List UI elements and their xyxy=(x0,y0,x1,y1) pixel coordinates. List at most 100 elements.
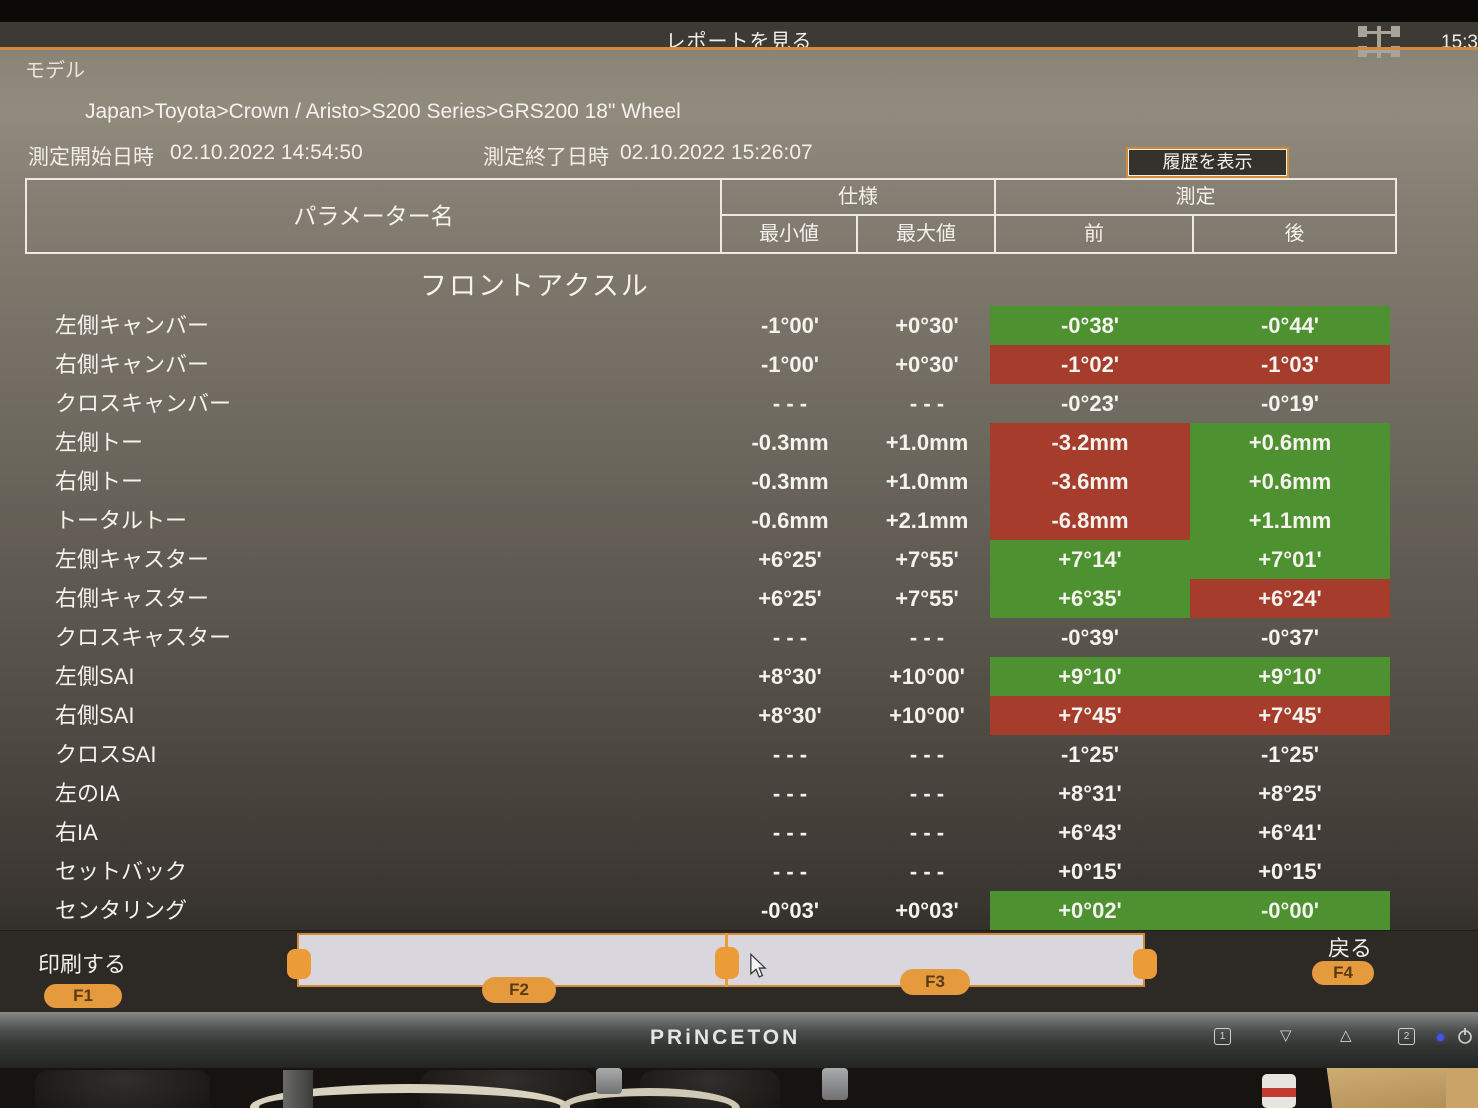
spec-min-value: -0.6mm xyxy=(751,508,829,533)
spec-max-value: - - - xyxy=(909,781,945,806)
parameter-name: センタリング xyxy=(55,898,188,923)
col-header-min: 最小値 xyxy=(720,214,858,254)
parameter-name: 左側キャスター xyxy=(55,547,210,572)
measured-after-value: +7°01' xyxy=(1190,540,1390,579)
clock: 15:3 xyxy=(1441,32,1478,53)
measured-after-value: +0.6mm xyxy=(1190,423,1390,462)
spec-max-value: - - - xyxy=(909,859,945,884)
col-header-max: 最大値 xyxy=(856,214,996,254)
breadcrumb: Japan>Toyota>Crown / Aristo>S200 Series>… xyxy=(85,100,681,123)
measured-before-value: +9°10' xyxy=(990,657,1190,696)
start-date-label: 測定開始日時 xyxy=(28,146,154,169)
end-date-label: 測定終了日時 xyxy=(483,146,609,169)
spec-min-value: +6°25' xyxy=(758,586,822,611)
brand-logo: PRiNCETON xyxy=(650,1026,801,1049)
monitor-stand-post xyxy=(283,1070,313,1108)
measured-after-value: +0°15' xyxy=(1258,859,1322,884)
end-date-value: 02.10.2022 15:26:07 xyxy=(620,141,813,164)
spec-max-value: - - - xyxy=(909,625,945,650)
parameter-name: クロスキャンバー xyxy=(55,391,232,416)
measured-before-value: -3.2mm xyxy=(990,423,1190,462)
bezel-down-button: ▽ xyxy=(1280,1027,1292,1044)
measured-after-value: -0°37' xyxy=(1260,625,1320,650)
can-stripe xyxy=(1262,1088,1296,1097)
measured-after-value: -1°25' xyxy=(1260,742,1320,767)
scrollbar-handle-mid[interactable] xyxy=(715,947,739,979)
spec-min-value: -1°00' xyxy=(760,352,820,377)
measured-before-value: -0°38' xyxy=(990,306,1190,345)
measured-after-value: -1°03' xyxy=(1190,345,1390,384)
scrollbar-track[interactable] xyxy=(287,933,1157,987)
col-header-before: 前 xyxy=(994,214,1194,254)
measured-before-value: +7°14' xyxy=(990,540,1190,579)
col-header-measure: 測定 xyxy=(994,178,1397,216)
screen: レポートを見る 15:3 モデル Japan>Toyota>Crown / Ar… xyxy=(0,0,1478,1012)
table-row: 左のIA - - - - - - +8°31' +8°25' xyxy=(0,774,1478,813)
f1-button[interactable]: F1 xyxy=(44,984,122,1008)
measured-before-value: -1°25' xyxy=(1060,742,1120,767)
model-label: モデル xyxy=(25,60,85,82)
measured-before-value: +0°02' xyxy=(990,891,1190,930)
spec-max-value: +10°00' xyxy=(889,703,965,728)
parameter-name: トータルトー xyxy=(55,508,188,533)
table-row: トータルトー -0.6mm +2.1mm -6.8mm +1.1mm xyxy=(0,501,1478,540)
scrollbar-handle-right[interactable] xyxy=(1133,949,1157,979)
parameter-name: 右側SAI xyxy=(55,703,135,728)
spec-max-value: +2.1mm xyxy=(885,508,969,533)
start-date-value: 02.10.2022 14:54:50 xyxy=(170,141,363,164)
parameter-name: 左側トー xyxy=(55,430,144,455)
parameter-name: 右側トー xyxy=(55,469,144,494)
measured-before-value: -1°02' xyxy=(990,345,1190,384)
spec-max-value: +1.0mm xyxy=(885,430,969,455)
parameter-name: セットバック xyxy=(55,859,188,884)
table-row: 左側キャスター +6°25' +7°55' +7°14' +7°01' xyxy=(0,540,1478,579)
history-button[interactable]: 履歴を表示 xyxy=(1126,147,1289,178)
measured-after-value: +1.1mm xyxy=(1190,501,1390,540)
measured-before-value: +7°45' xyxy=(990,696,1190,735)
footer-bar: 印刷する F1 F2 F3 F4 戻る xyxy=(0,930,1478,1012)
measured-before-value: -0°39' xyxy=(1060,625,1120,650)
table-row: 右側キャスター +6°25' +7°55' +6°35' +6°24' xyxy=(0,579,1478,618)
table-row: 左側キャンバー -1°00' +0°30' -0°38' -0°44' xyxy=(0,306,1478,345)
parameter-name: 左のIA xyxy=(55,781,120,806)
spec-min-value: - - - xyxy=(772,820,808,845)
title-divider xyxy=(0,47,1478,50)
col-header-after: 後 xyxy=(1192,214,1397,254)
parameter-name: 右側キャスター xyxy=(55,586,210,611)
date-row: 測定開始日時 02.10.2022 14:54:50 測定終了日時 02.10.… xyxy=(0,141,1478,169)
spec-max-value: +0°30' xyxy=(895,352,959,377)
spec-max-value: +10°00' xyxy=(889,664,965,689)
col-header-spec: 仕様 xyxy=(720,178,996,216)
monitor-bezel: PRiNCETON 1 ▽ △ 2 xyxy=(0,1012,1478,1068)
col-header-parameter: パラメーター名 xyxy=(25,178,722,254)
tire-shape xyxy=(35,1070,210,1108)
spec-min-value: +8°30' xyxy=(758,664,822,689)
bezel-input1-button: 1 xyxy=(1214,1028,1231,1045)
table-row: 右側キャンバー -1°00' +0°30' -1°02' -1°03' xyxy=(0,345,1478,384)
table-header: パラメーター名 仕様 測定 最小値 最大値 前 後 xyxy=(25,178,1397,254)
parameter-name: 右側キャンバー xyxy=(55,352,210,377)
table-row: クロスキャンバー - - - - - - -0°23' -0°19' xyxy=(0,384,1478,423)
scrollbar-handle-left[interactable] xyxy=(287,949,311,979)
measured-after-value: +6°24' xyxy=(1190,579,1390,618)
measured-after-value: +7°45' xyxy=(1190,696,1390,735)
f4-button[interactable]: F4 xyxy=(1312,961,1374,985)
spec-min-value: - - - xyxy=(772,625,808,650)
measured-after-value: +9°10' xyxy=(1190,657,1390,696)
measured-before-value: -0°23' xyxy=(1060,391,1120,416)
spec-min-value: - - - xyxy=(772,742,808,767)
parameter-name: クロスキャスター xyxy=(55,625,232,650)
print-label: 印刷する xyxy=(38,952,127,977)
measured-after-value: +0.6mm xyxy=(1190,462,1390,501)
measured-after-value: +8°25' xyxy=(1258,781,1322,806)
measured-after-value: -0°44' xyxy=(1190,306,1390,345)
mouse-cursor xyxy=(750,953,767,978)
table-row: 右側トー -0.3mm +1.0mm -3.6mm +0.6mm xyxy=(0,462,1478,501)
vehicle-axle-icon xyxy=(1358,26,1400,58)
stand-bracket xyxy=(822,1068,848,1100)
f2-button[interactable]: F2 xyxy=(482,977,556,1003)
f3-button[interactable]: F3 xyxy=(900,969,970,995)
spec-min-value: +6°25' xyxy=(758,547,822,572)
spec-min-value: - - - xyxy=(772,391,808,416)
